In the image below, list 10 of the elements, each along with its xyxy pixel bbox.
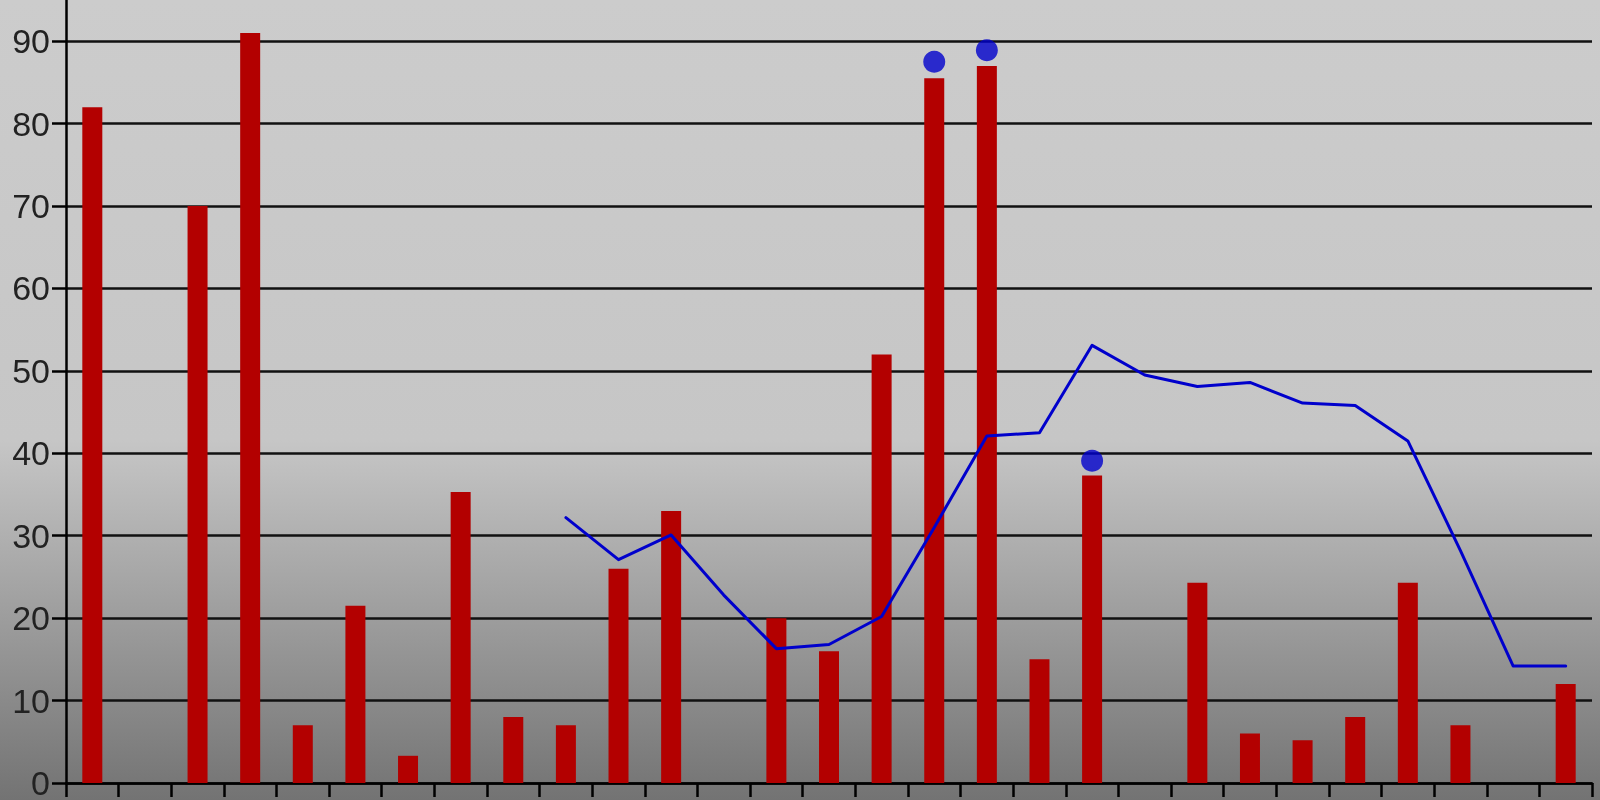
y-tick-label: 60 (12, 269, 50, 308)
y-tick-label: 80 (12, 104, 50, 143)
y-tick-label: 30 (12, 516, 50, 555)
y-tick-label: 70 (12, 187, 50, 226)
y-tick-label: 50 (12, 351, 50, 390)
y-tick-label: 20 (12, 599, 50, 638)
y-tick-label: 10 (12, 681, 50, 720)
y-tick-label: 0 (31, 764, 50, 800)
y-tick-label: 40 (12, 434, 50, 473)
y-tick-label: 90 (12, 22, 50, 61)
